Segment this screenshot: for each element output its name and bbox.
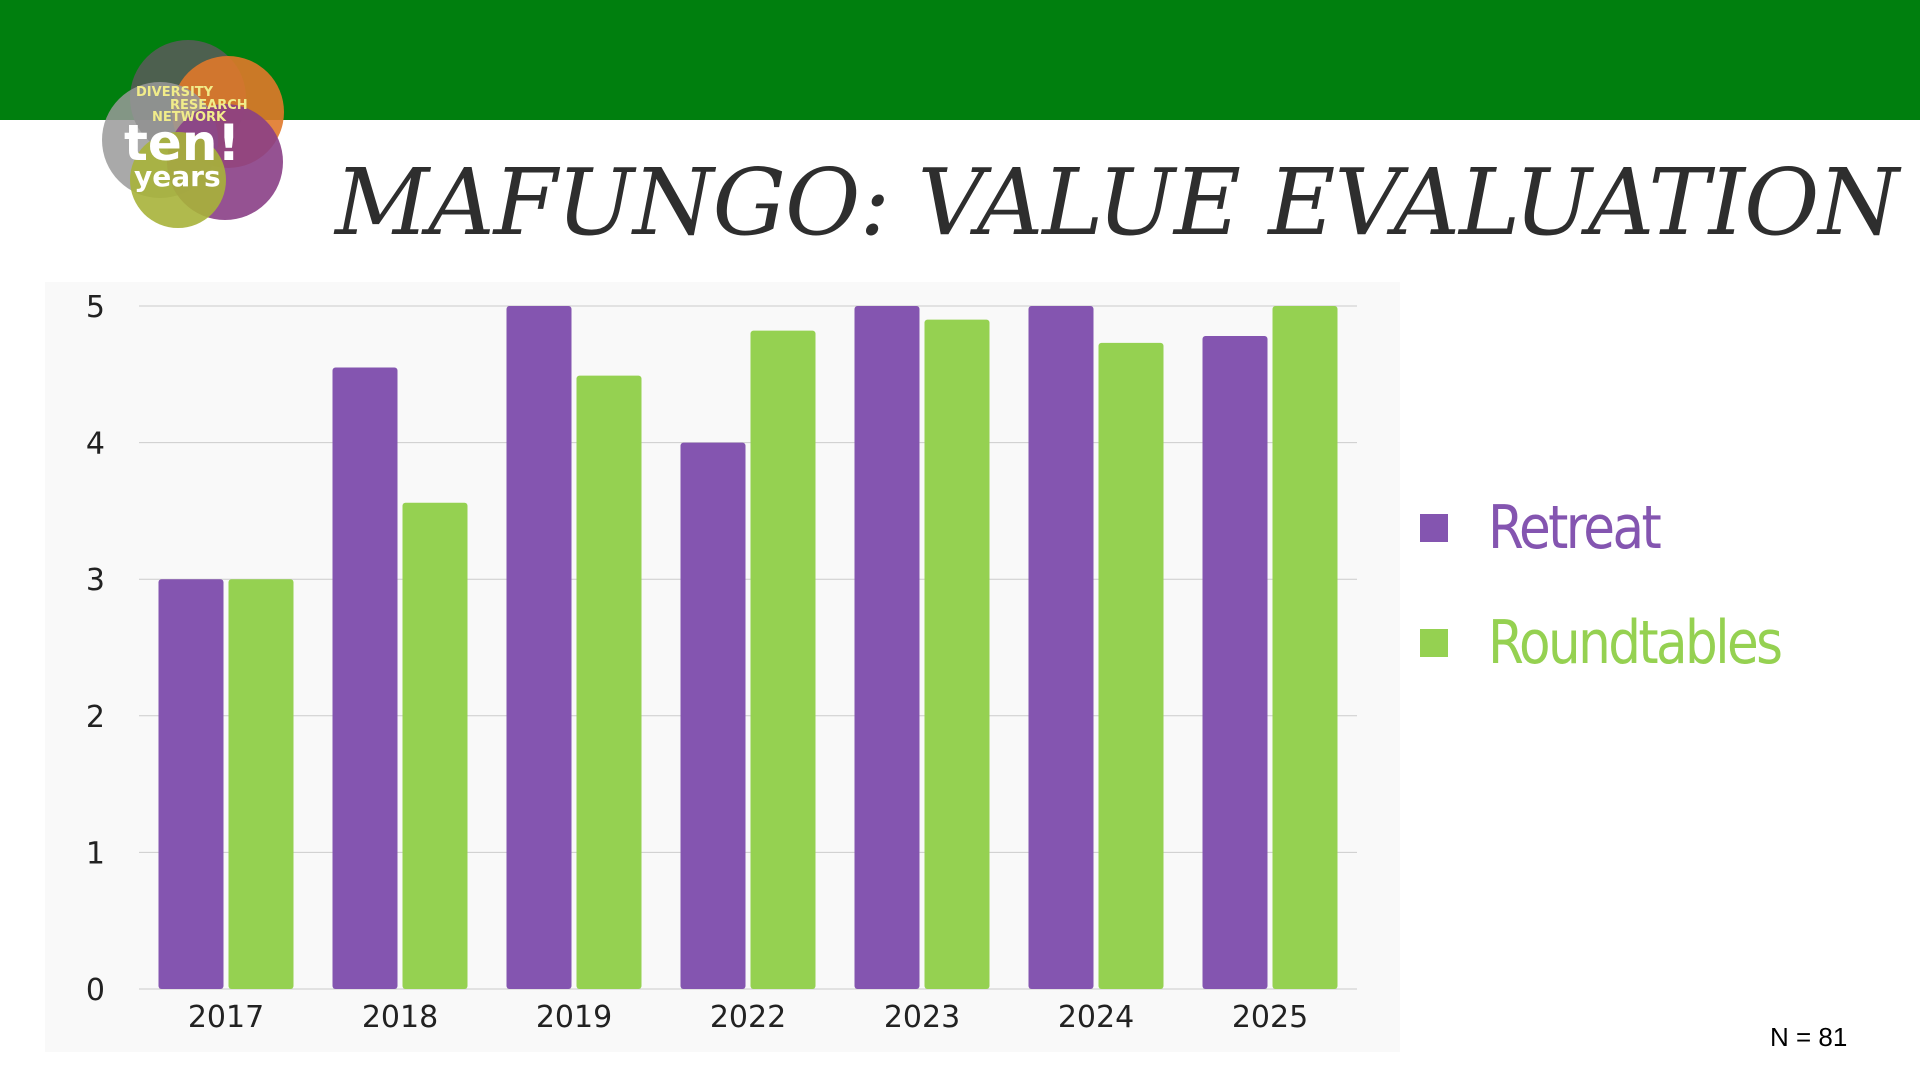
y-tick-label: 3 [86, 563, 105, 598]
bar-roundtables-2025 [1272, 306, 1338, 989]
logo-text-diversity: DIVERSITY [136, 85, 214, 100]
x-tick-label: 2017 [188, 1000, 264, 1035]
x-tick-label: 2019 [536, 1000, 612, 1035]
logo-text-network: NETWORK [152, 110, 227, 125]
legend-item-roundtables: Roundtables [1420, 585, 1900, 700]
bar-retreat-2019 [506, 306, 572, 989]
diversity-research-network-logo: DIVERSITY RESEARCH NETWORK ten! years [100, 40, 290, 230]
bar-roundtables-2024 [1098, 342, 1164, 990]
bar-retreat-2025 [1202, 336, 1268, 989]
logo-text-research: RESEARCH [170, 98, 248, 113]
y-tick-label: 1 [86, 836, 105, 871]
logo-graphic: DIVERSITY RESEARCH NETWORK ten! years [102, 40, 284, 228]
page-title: MAFUNGO: VALUE EVALUATION [335, 149, 1899, 256]
legend-label-retreat: Retreat [1488, 492, 1662, 563]
header-bar [0, 0, 1920, 120]
legend-label-roundtables: Roundtables [1488, 607, 1783, 678]
x-tick-label: 2024 [1058, 1000, 1134, 1035]
bar-roundtables-2023 [924, 319, 990, 989]
x-tick-label: 2025 [1232, 1000, 1308, 1035]
bar-retreat-2017 [158, 579, 224, 989]
bar-roundtables-2022 [750, 330, 816, 989]
bar-chart: 0 1 2 3 4 5 2017 2018 2019 2022 2023 2024 2025 [86, 290, 1357, 1035]
bar-roundtables-2018 [402, 502, 468, 989]
bar-roundtables-2019 [576, 375, 642, 989]
legend-item-retreat: Retreat [1420, 470, 1900, 585]
chart-panel: 0 1 2 3 4 5 2017 2018 2019 2022 2023 2024 2025 [45, 282, 1400, 1052]
y-tick-label: 2 [86, 700, 105, 735]
bar-roundtables-2017 [228, 579, 294, 989]
bar-retreat-2018 [332, 367, 398, 990]
y-tick-label: 5 [86, 290, 105, 325]
x-tick-label: 2018 [362, 1000, 438, 1035]
legend-swatch-retreat [1420, 513, 1448, 542]
sample-size-note: N = 81 [1770, 1022, 1848, 1052]
x-tick-label: 2023 [884, 1000, 960, 1035]
bar-retreat-2024 [1028, 306, 1094, 989]
chart-legend: Retreat Roundtables [1420, 470, 1900, 700]
legend-swatch-roundtables [1420, 628, 1448, 657]
x-tick-label: 2022 [710, 1000, 786, 1035]
y-tick-label: 4 [86, 427, 105, 462]
bar-retreat-2023 [854, 306, 920, 989]
logo-text-years: years [134, 160, 221, 193]
y-tick-label: 0 [86, 973, 105, 1008]
bar-retreat-2022 [680, 442, 746, 990]
logo-text-ten: ten! [124, 114, 240, 172]
